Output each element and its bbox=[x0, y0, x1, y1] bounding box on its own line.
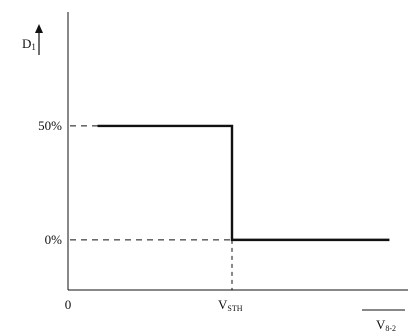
guide-lines bbox=[70, 125, 233, 290]
y-axis-label: D1 bbox=[22, 36, 36, 52]
x-axis-label: V8-2 bbox=[376, 317, 396, 333]
vsth-label: VSTH bbox=[218, 297, 243, 313]
y-arrow-head bbox=[35, 24, 43, 33]
labels-group: 50% 0% 0 VSTH D1 V8-2 bbox=[22, 24, 405, 333]
x-tick-label-0: 0 bbox=[65, 297, 72, 312]
series-group bbox=[97, 124, 390, 242]
y-tick-label-0: 50% bbox=[38, 118, 62, 133]
axes bbox=[67, 12, 408, 291]
y-tick-label-1: 0% bbox=[45, 232, 63, 247]
series-line-0 bbox=[97, 124, 390, 242]
